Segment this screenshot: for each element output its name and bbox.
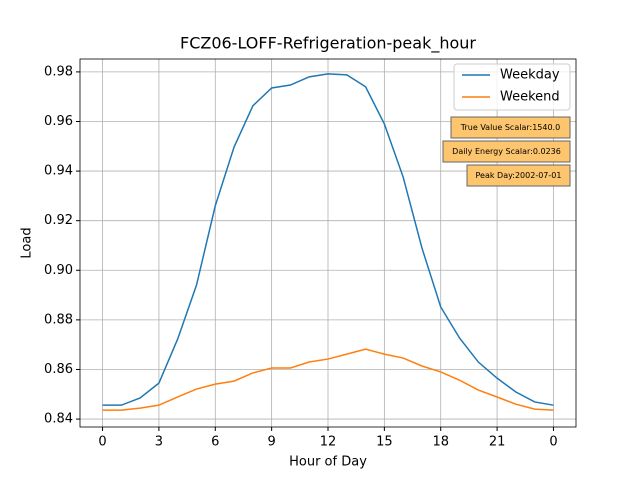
y-tick-label: 0.98 <box>44 64 73 79</box>
y-tick-label: 0.88 <box>44 312 73 327</box>
annotation-box <box>466 164 571 187</box>
x-tick-label: 12 <box>320 435 337 450</box>
x-tick-label: 21 <box>489 435 506 450</box>
y-tick-label: 0.96 <box>44 114 73 129</box>
legend-label: Weekend <box>500 90 560 105</box>
plot-frame <box>79 58 577 428</box>
x-tick-label: 0 <box>98 435 106 450</box>
legend-label: Weekday <box>500 68 560 83</box>
y-axis-label: Load <box>20 227 35 258</box>
y-tick-label: 0.84 <box>44 412 73 427</box>
y-tick-label: 0.90 <box>44 263 73 278</box>
y-tick-label: 0.92 <box>44 213 73 228</box>
x-tick-label: 15 <box>376 435 393 450</box>
chart-title: FCZ06-LOFF-Refrigeration-peak_hour <box>180 34 476 54</box>
x-axis-label: Hour of Day <box>289 455 367 470</box>
annotation: True Value Scalar:1540.0 <box>460 123 560 132</box>
x-tick-label: 0 <box>549 435 557 450</box>
y-tick-label: 0.94 <box>44 164 73 179</box>
x-tick-label: 18 <box>432 435 449 450</box>
annotation-box <box>450 116 571 139</box>
annotation-box <box>442 140 571 163</box>
y-tick-label: 0.86 <box>44 362 73 377</box>
x-tick-label: 9 <box>267 435 275 450</box>
data-line <box>102 73 554 406</box>
annotation: Daily Energy Scalar:0.0236 <box>452 147 561 156</box>
x-tick-label: 3 <box>155 435 163 450</box>
annotation: Peak Day:2002-07-01 <box>476 171 562 180</box>
data-line <box>102 348 554 411</box>
x-tick-label: 6 <box>211 435 219 450</box>
